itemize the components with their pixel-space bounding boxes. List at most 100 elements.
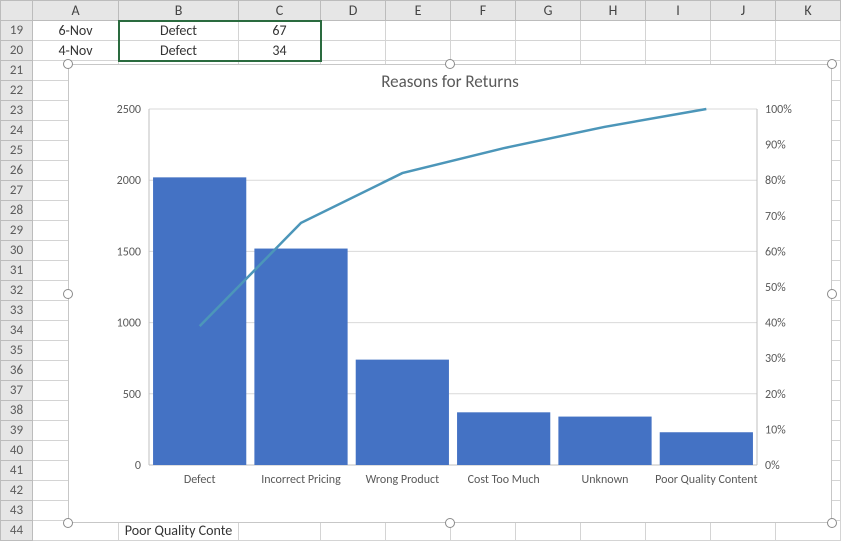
cell-F20[interactable] <box>451 41 516 61</box>
chart-resize-handle[interactable] <box>63 518 73 528</box>
select-all-corner[interactable] <box>1 1 33 21</box>
grid-row[interactable]: 204-NovDefect34 <box>1 41 841 61</box>
row-header[interactable]: 40 <box>1 441 33 461</box>
cell-G19[interactable] <box>516 21 581 41</box>
svg-text:0: 0 <box>135 459 141 473</box>
cell-I19[interactable] <box>646 21 711 41</box>
svg-text:10%: 10% <box>765 423 786 437</box>
svg-text:80%: 80% <box>765 174 786 188</box>
chart-resize-handle[interactable] <box>445 518 455 528</box>
cell-C44[interactable] <box>239 521 321 541</box>
cell-F44[interactable] <box>451 521 516 541</box>
svg-text:Defect: Defect <box>184 473 216 487</box>
row-header[interactable]: 32 <box>1 281 33 301</box>
cell-J19[interactable] <box>711 21 776 41</box>
chart-resize-handle[interactable] <box>827 59 837 69</box>
row-header[interactable]: 33 <box>1 301 33 321</box>
row-header[interactable]: 44 <box>1 521 33 541</box>
chart-resize-handle[interactable] <box>63 59 73 69</box>
col-header-C[interactable]: C <box>239 1 321 21</box>
row-header[interactable]: 25 <box>1 141 33 161</box>
cell-E44[interactable] <box>386 521 451 541</box>
chart-plot-area: 050010001500200025000%10%20%30%40%50%60%… <box>95 99 807 499</box>
svg-text:Unknown: Unknown <box>582 473 629 487</box>
svg-text:Wrong Product: Wrong Product <box>366 473 440 487</box>
row-header[interactable]: 35 <box>1 341 33 361</box>
cell-J44[interactable] <box>711 521 776 541</box>
cell-A20[interactable]: 4-Nov <box>33 41 119 61</box>
svg-text:Cost Too Much: Cost Too Much <box>468 473 540 487</box>
chart-object[interactable]: Reasons for Returns 05001000150020002500… <box>68 64 832 523</box>
row-header[interactable]: 26 <box>1 161 33 181</box>
column-header-row[interactable]: A B C D E F G H I J K <box>1 1 841 21</box>
chart-resize-handle[interactable] <box>63 289 73 299</box>
svg-text:90%: 90% <box>765 139 786 153</box>
svg-text:Incorrect Pricing: Incorrect Pricing <box>261 473 341 487</box>
cell-H44[interactable] <box>581 521 646 541</box>
cell-B20[interactable]: Defect <box>119 41 239 61</box>
col-header-H[interactable]: H <box>581 1 646 21</box>
col-header-F[interactable]: F <box>451 1 516 21</box>
svg-text:2500: 2500 <box>117 103 141 117</box>
chart-resize-handle[interactable] <box>827 289 837 299</box>
svg-text:1500: 1500 <box>117 245 141 259</box>
chart-resize-handle[interactable] <box>445 59 455 69</box>
row-header[interactable]: 21 <box>1 61 33 81</box>
svg-text:30%: 30% <box>765 352 786 366</box>
cell-I20[interactable] <box>646 41 711 61</box>
col-header-K[interactable]: K <box>776 1 841 21</box>
svg-text:70%: 70% <box>765 210 786 224</box>
col-header-J[interactable]: J <box>711 1 776 21</box>
row-header[interactable]: 37 <box>1 381 33 401</box>
cell-I44[interactable] <box>646 521 711 541</box>
cell-G44[interactable] <box>516 521 581 541</box>
row-header[interactable]: 22 <box>1 81 33 101</box>
col-header-G[interactable]: G <box>516 1 581 21</box>
cell-D20[interactable] <box>321 41 386 61</box>
cell-B19[interactable]: Defect <box>119 21 239 41</box>
row-header[interactable]: 39 <box>1 421 33 441</box>
row-header[interactable]: 27 <box>1 181 33 201</box>
cell-E19[interactable] <box>386 21 451 41</box>
row-header[interactable]: 30 <box>1 241 33 261</box>
cell-H19[interactable] <box>581 21 646 41</box>
cell-B44[interactable]: Poor Quality Conte <box>119 521 239 541</box>
cell-D19[interactable] <box>321 21 386 41</box>
row-header[interactable]: 20 <box>1 41 33 61</box>
cell-A19[interactable]: 6-Nov <box>33 21 119 41</box>
row-header[interactable]: 28 <box>1 201 33 221</box>
cell-K19[interactable] <box>776 21 841 41</box>
row-header[interactable]: 38 <box>1 401 33 421</box>
col-header-I[interactable]: I <box>646 1 711 21</box>
row-header[interactable]: 31 <box>1 261 33 281</box>
row-header[interactable]: 23 <box>1 101 33 121</box>
cell-G20[interactable] <box>516 41 581 61</box>
cell-C19[interactable]: 67 <box>239 21 321 41</box>
row-header[interactable]: 29 <box>1 221 33 241</box>
grid-row[interactable]: 44 Poor Quality Conte <box>1 521 841 541</box>
row-header[interactable]: 34 <box>1 321 33 341</box>
grid-row[interactable]: 196-NovDefect67 <box>1 21 841 41</box>
cell-D44[interactable] <box>321 521 386 541</box>
cell-C20[interactable]: 34 <box>239 41 321 61</box>
row-header[interactable]: 36 <box>1 361 33 381</box>
cell-A44[interactable] <box>33 521 119 541</box>
col-header-A[interactable]: A <box>33 1 119 21</box>
row-header[interactable]: 42 <box>1 481 33 501</box>
row-header[interactable]: 19 <box>1 21 33 41</box>
row-header[interactable]: 41 <box>1 461 33 481</box>
cell-H20[interactable] <box>581 41 646 61</box>
chart-title: Reasons for Returns <box>69 65 831 92</box>
col-header-D[interactable]: D <box>321 1 386 21</box>
row-header[interactable]: 24 <box>1 121 33 141</box>
cell-F19[interactable] <box>451 21 516 41</box>
cell-K20[interactable] <box>776 41 841 61</box>
col-header-E[interactable]: E <box>386 1 451 21</box>
cell-E20[interactable] <box>386 41 451 61</box>
chart-resize-handle[interactable] <box>827 518 837 528</box>
row-header[interactable]: 43 <box>1 501 33 521</box>
cell-J20[interactable] <box>711 41 776 61</box>
svg-text:1000: 1000 <box>117 317 141 331</box>
col-header-B[interactable]: B <box>119 1 239 21</box>
svg-text:40%: 40% <box>765 317 786 331</box>
